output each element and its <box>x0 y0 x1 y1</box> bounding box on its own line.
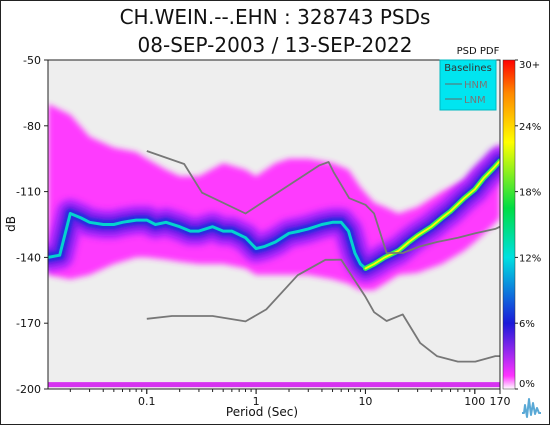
colorbar-tick-label: 0% <box>519 379 535 390</box>
y-axis-label: dB <box>4 216 18 232</box>
plot-border <box>47 59 501 390</box>
y-tick-label: -110 <box>16 186 41 199</box>
chart-title: CH.WEIN.--.EHN : 328743 PSDs <box>119 5 431 29</box>
y-tick-label: -80 <box>23 120 41 133</box>
colorbar-tick-label: 24% <box>519 122 541 133</box>
x-axis-label: Period (Sec) <box>226 405 298 419</box>
legend-box <box>439 59 497 111</box>
x-tick-label: 1 <box>253 395 260 408</box>
x-tick-label: 100 <box>464 395 485 408</box>
x-tick-label: 10 <box>358 395 372 408</box>
colorbar-tick-label: 12% <box>519 253 541 264</box>
colorbar <box>502 59 516 390</box>
x-axis: 0.1 1 10 100 170 <box>69 389 511 408</box>
x-tick-label: 0.1 <box>138 395 156 408</box>
colorbar-tick-label: 30+ <box>519 60 540 71</box>
legend-hnm-label: HNM <box>464 80 488 91</box>
psd-density <box>48 103 500 388</box>
y-tick-label: -200 <box>16 383 41 396</box>
y-tick-label: -50 <box>23 54 41 67</box>
legend: Baselines HNM LNM <box>439 59 497 111</box>
y-axis: -50 -80 -110 -140 -170 -200 <box>16 54 48 396</box>
x-tick-label: 170 <box>490 395 511 408</box>
legend-lnm-label: LNM <box>464 95 486 106</box>
chart-subtitle: 08-SEP-2003 / 13-SEP-2022 <box>137 33 413 57</box>
baseline-hnm <box>146 150 500 254</box>
mode-curve-peak <box>364 159 500 270</box>
baseline-curves <box>146 150 500 363</box>
y-tick-label: -170 <box>16 317 41 330</box>
colorbar-label: PSD PDF <box>457 46 500 57</box>
y-tick-label: -140 <box>16 251 41 264</box>
baseline-lnm <box>146 258 500 363</box>
colorbar-tick-label: 18% <box>519 188 541 199</box>
colorbar-tick-label: 6% <box>519 319 535 330</box>
legend-title: Baselines <box>444 63 492 74</box>
colorbar-ticks: 0% 6% 12% 18% 24% 30+ <box>515 59 541 390</box>
waveform-logo-icon <box>522 398 541 418</box>
